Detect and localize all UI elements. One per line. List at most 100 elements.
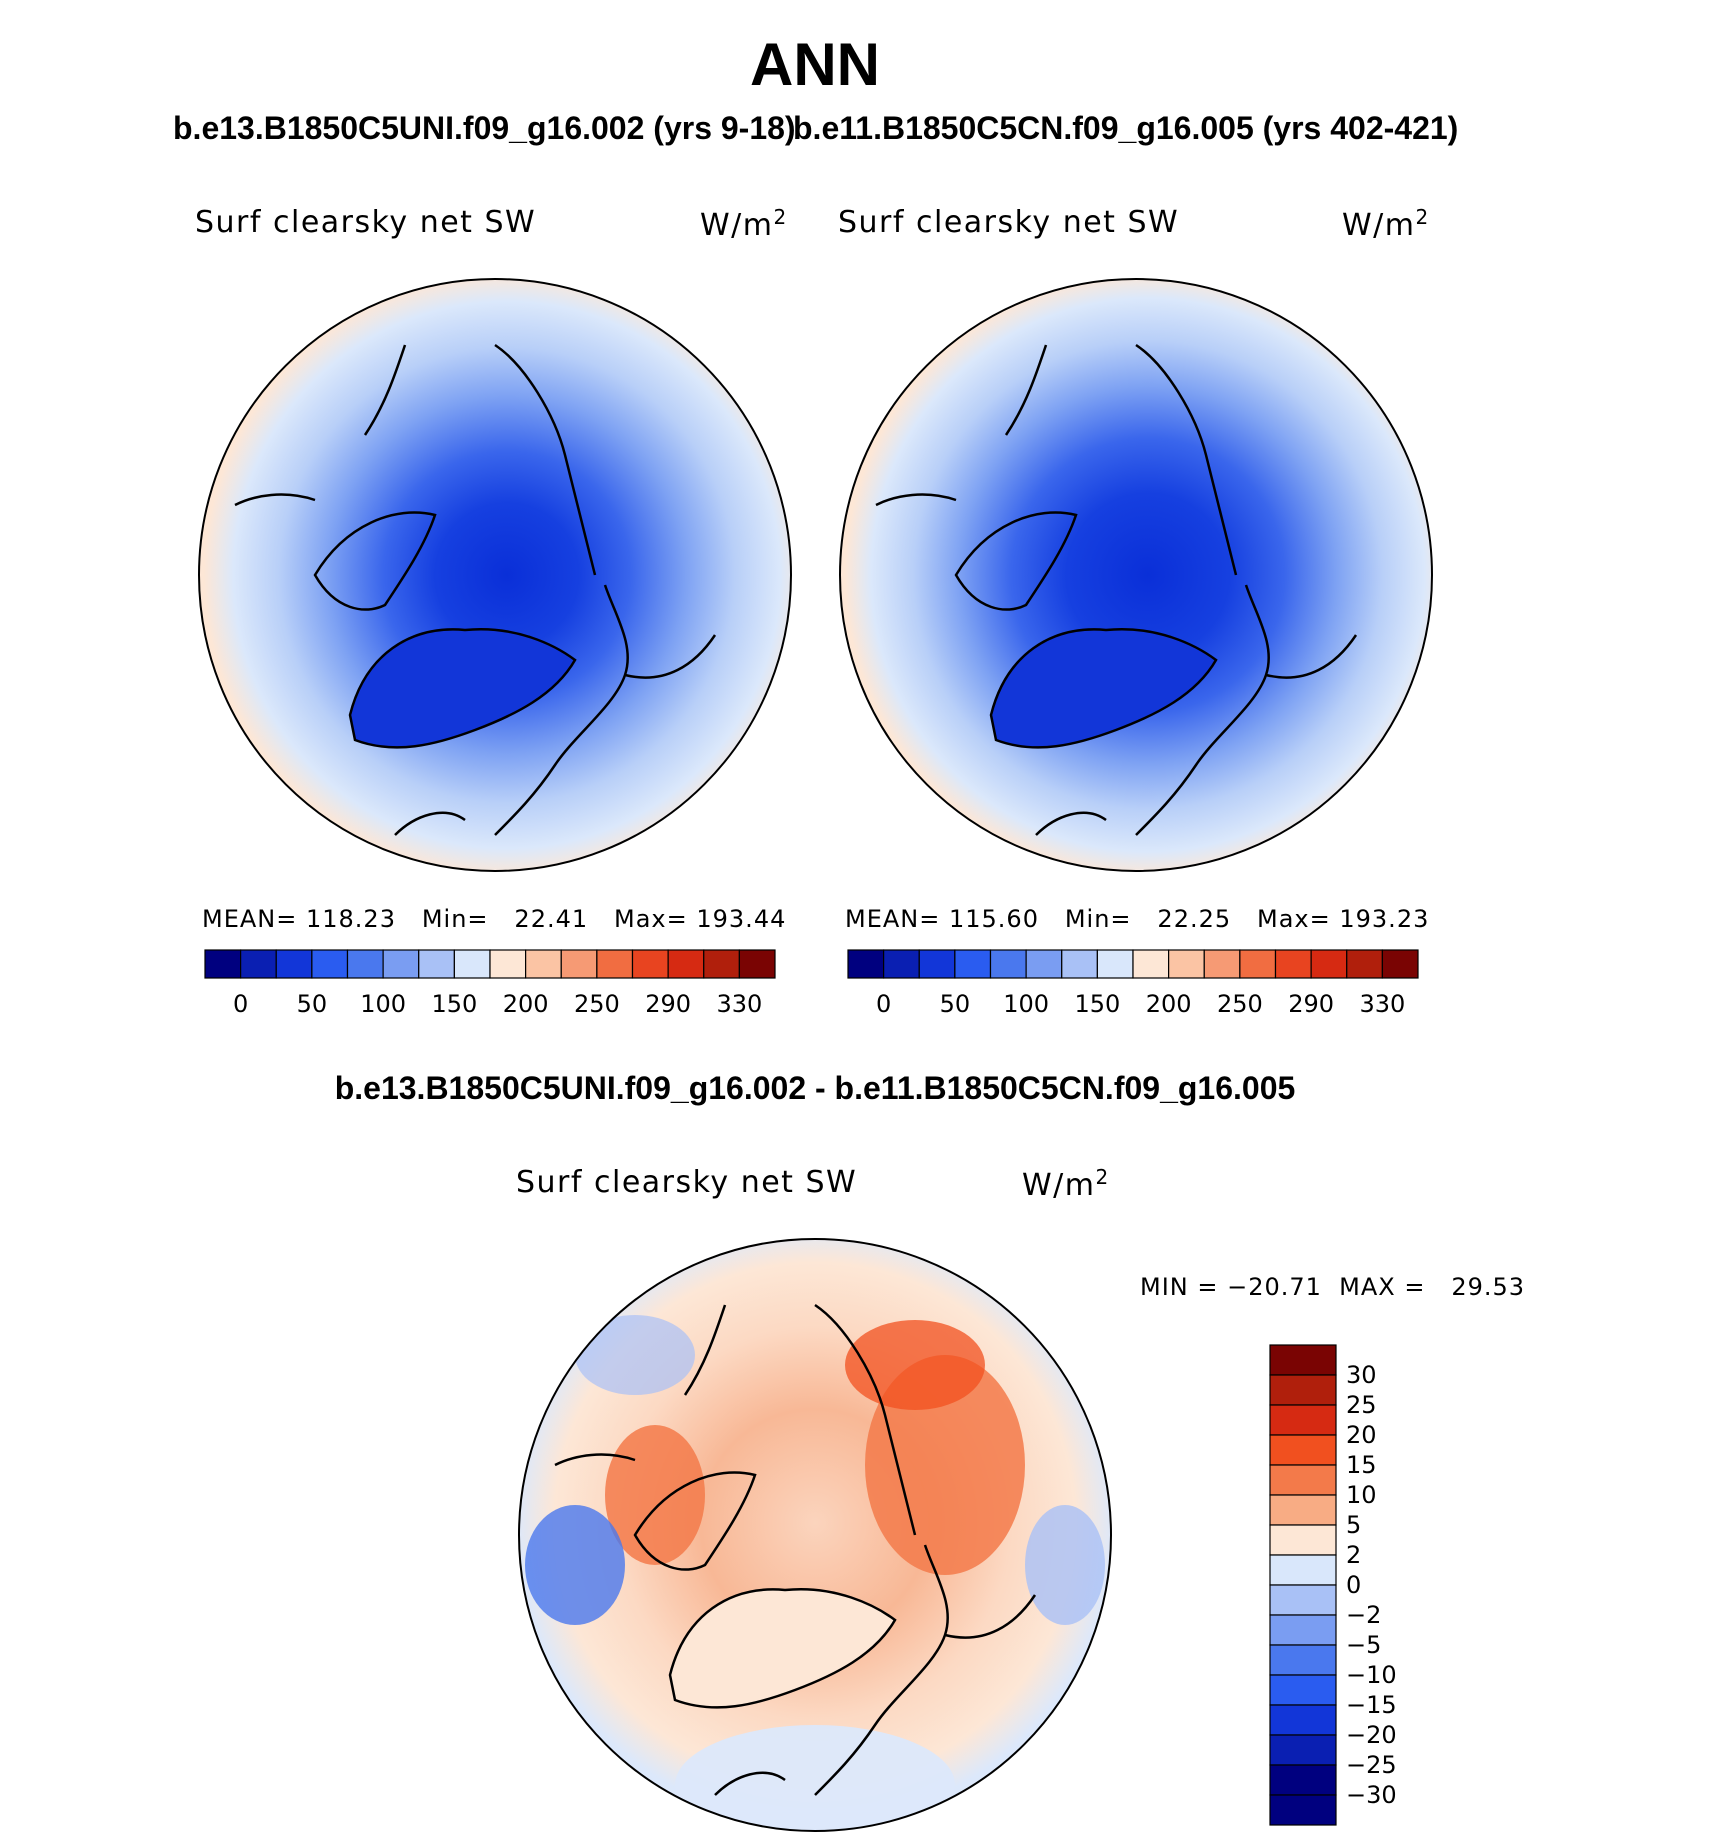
right-stats: MEAN= 115.60 Min= 22.25 Max= 193.23 [845, 905, 1430, 933]
difference-colorbar-box [1269, 1554, 1337, 1586]
left-colorbar-box [311, 949, 349, 979]
right-colorbar-tick-label: 50 [940, 990, 971, 1018]
left-colorbar-box [204, 949, 242, 979]
left-colorbar-box [240, 949, 277, 979]
diff-stats: MIN = −20.71 MAX = 29.53 [1140, 1273, 1526, 1301]
right-colorbar-tick-label: 0 [876, 990, 891, 1018]
left-variable-label: Surf clearsky net SW [195, 205, 537, 240]
right-colorbar-box [989, 949, 1027, 979]
difference-colorbar-box [1269, 1464, 1337, 1496]
difference-colorbar-tick-label: 25 [1346, 1391, 1377, 1419]
difference-colorbar-box [1269, 1614, 1337, 1646]
diff-units-label: W/m2 [1022, 1165, 1110, 1203]
left-colorbar-tick-label: 290 [645, 990, 691, 1018]
difference-colorbar-box [1269, 1674, 1337, 1706]
difference-colorbar-tick-label: 15 [1346, 1451, 1377, 1479]
right-colorbar-box [1203, 949, 1241, 979]
difference-colorbar-box [1269, 1794, 1337, 1826]
left-colorbar-box [346, 949, 384, 979]
right-colorbar-tick-label: 150 [1074, 990, 1120, 1018]
difference-colorbar-tick-label: 10 [1346, 1481, 1377, 1509]
right-colorbar-box [883, 949, 920, 979]
right-colorbar-tick-label: 330 [1359, 990, 1405, 1018]
difference-colorbar-box [1269, 1764, 1337, 1796]
left-colorbar-box [667, 949, 705, 979]
left-colorbar-tick-label: 200 [503, 990, 549, 1018]
left-colorbar-box [453, 949, 491, 979]
left-colorbar-box [418, 949, 455, 979]
left-colorbar-box [275, 949, 313, 979]
difference-colorbar-box [1269, 1374, 1337, 1406]
right-colorbar-box [1061, 949, 1098, 979]
left-colorbar-tick-label: 250 [574, 990, 620, 1018]
right-colorbar-box [1096, 949, 1134, 979]
right-colorbar-box [1381, 949, 1419, 979]
difference-title: b.e13.B1850C5UNI.f09_g16.002 - b.e11.B18… [334, 1070, 1296, 1106]
right-case-title: b.e11.B1850C5CN.f09_g16.005 (yrs 402-421… [793, 110, 1459, 146]
difference-colorbar-box [1269, 1344, 1337, 1376]
right-colorbar-tick-label: 290 [1288, 990, 1334, 1018]
left-stats: MEAN= 118.23 Min= 22.41 Max= 193.44 [202, 905, 787, 933]
difference-colorbar-tick-label: 30 [1346, 1361, 1377, 1389]
left-colorbar-box [596, 949, 634, 979]
right-colorbar-tick-label: 100 [1003, 990, 1049, 1018]
left-colorbar-box [560, 949, 598, 979]
difference-colorbar-box [1269, 1494, 1337, 1526]
diff-variable-label: Surf clearsky net SW [516, 1165, 858, 1200]
right-colorbar-box [1025, 949, 1063, 979]
left-coastlines [234, 343, 717, 836]
difference-colorbar-tick-label: −15 [1346, 1691, 1397, 1719]
left-colorbar-box [525, 949, 562, 979]
right-colorbar-box [1132, 949, 1170, 979]
left-colorbar: 0 50 100 150 200 250 290 330 [204, 949, 776, 1018]
difference-colorbar-tick-label: 5 [1346, 1511, 1361, 1539]
left-colorbar-tick-label: 100 [360, 990, 406, 1018]
difference-colorbar-tick-label: −25 [1346, 1751, 1397, 1779]
left-colorbar-tick-label: 150 [431, 990, 477, 1018]
difference-anomaly-patches [525, 1315, 1105, 1831]
right-variable-label: Surf clearsky net SW [838, 205, 1180, 240]
difference-colorbar-box [1269, 1524, 1337, 1556]
left-colorbar-box [703, 949, 740, 979]
difference-colorbar-box [1269, 1404, 1337, 1436]
difference-coastlines [554, 1303, 1037, 1796]
difference-colorbar-tick-label: 20 [1346, 1421, 1377, 1449]
difference-colorbar-tick-label: −30 [1346, 1781, 1397, 1809]
difference-colorbar-box [1269, 1644, 1337, 1676]
right-colorbar-tick-label: 200 [1146, 990, 1192, 1018]
difference-colorbar-box [1269, 1734, 1337, 1766]
left-colorbar-box [631, 949, 669, 979]
difference-colorbar-tick-label: −20 [1346, 1721, 1397, 1749]
left-units-label: W/m2 [700, 205, 788, 243]
difference-colorbar-tick-label: −2 [1346, 1601, 1381, 1629]
right-colorbar-box [847, 949, 885, 979]
right-colorbar-tick-label: 250 [1217, 990, 1263, 1018]
left-colorbar-box [382, 949, 420, 979]
right-field [840, 279, 1432, 871]
difference-colorbar-box [1269, 1434, 1337, 1466]
right-coastlines [875, 343, 1358, 836]
season-title: ANN [750, 31, 880, 98]
difference-colorbar-box [1269, 1584, 1337, 1616]
difference-colorbar-tick-label: 0 [1346, 1571, 1361, 1599]
left-case-title: b.e13.B1850C5UNI.f09_g16.002 (yrs 9-18) [173, 110, 796, 146]
left-field [199, 279, 791, 871]
difference-polar-map [518, 1238, 1112, 1832]
left-colorbar-box [489, 949, 527, 979]
right-colorbar-box [918, 949, 956, 979]
right-colorbar: 0 50 100 150 200 250 290 330 [847, 949, 1419, 1018]
left-polar-map [198, 278, 792, 872]
left-colorbar-tick-label: 330 [716, 990, 762, 1018]
difference-colorbar-tick-label: 2 [1346, 1541, 1361, 1569]
right-colorbar-box [1239, 949, 1277, 979]
right-colorbar-box [1274, 949, 1312, 979]
left-colorbar-tick-label: 0 [233, 990, 248, 1018]
difference-colorbar-tick-label: −5 [1346, 1631, 1381, 1659]
left-colorbar-box [738, 949, 776, 979]
left-colorbar-tick-label: 50 [297, 990, 328, 1018]
difference-colorbar-tick-label: −10 [1346, 1661, 1397, 1689]
right-units-label: W/m2 [1342, 205, 1430, 243]
right-colorbar-box [1346, 949, 1383, 979]
right-colorbar-box [1310, 949, 1348, 979]
